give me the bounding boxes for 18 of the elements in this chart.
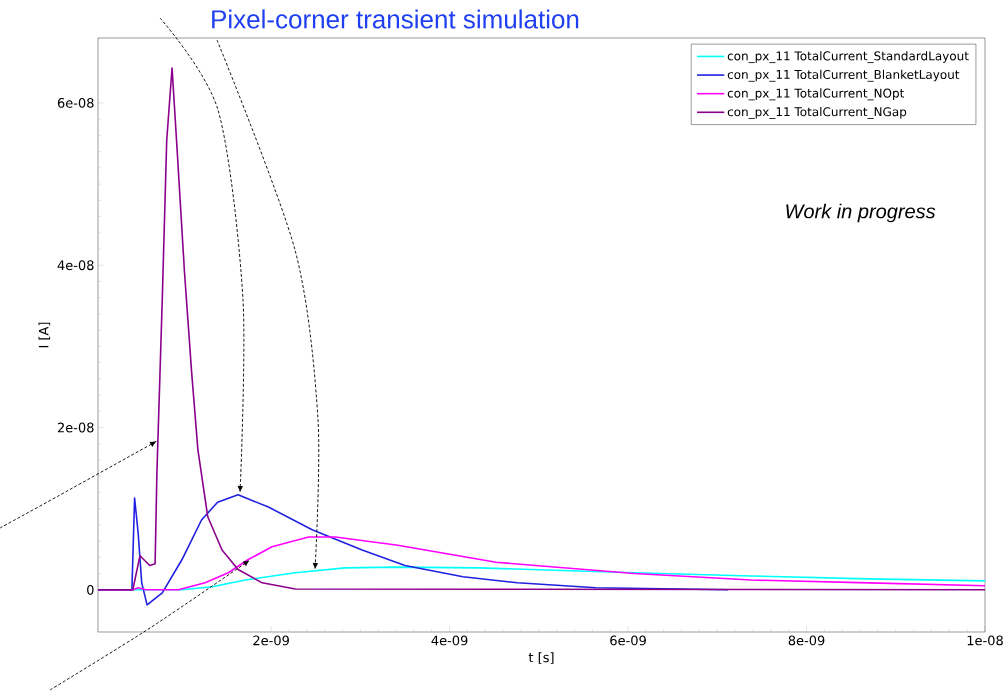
chart-title: Pixel-corner transient simulation [212,9,579,29]
x-tick-label: 1e-08 [967,635,1003,646]
annotation: Work in progress [786,203,936,223]
legend-label: con_px_11 TotalCurrent_NGap [727,106,907,119]
y-tick-label: 0 [87,584,94,595]
y-axis-title: I [A] [38,322,51,348]
x-tick-label: 2e-09 [253,635,289,646]
line-series [97,67,986,591]
y-tick-label: 6e-08 [57,98,94,108]
y-tick-label: 4e-08 [57,260,94,271]
x-tick-label: 8e-09 [788,635,825,646]
x-tick-label: 6e-09 [610,635,646,646]
legend-label: con_px_11 TotalCurrent_BlanketLayout [727,69,960,82]
x-axis-title: t [s] [528,652,554,664]
legend-label: con_px_11 TotalCurrent_NOpt [727,88,905,101]
legend-label: con_px_11 TotalCurrent_StandardLayout [727,51,969,64]
x-tick-label: 4e-09 [431,635,468,646]
y-tick-label: 2e-08 [57,422,94,433]
